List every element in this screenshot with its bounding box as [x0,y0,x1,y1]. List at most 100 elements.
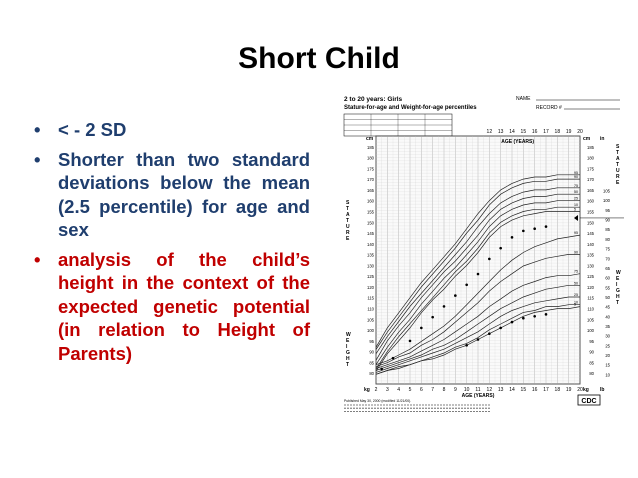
target-height-marker [574,214,578,221]
stature-tick-label-right: 85 [589,360,594,365]
stature-percentile-curve-label: 25 [574,197,578,201]
bottom-age-tick-label: 12 [487,387,493,393]
stature-tick-label: 95 [369,339,374,344]
weight-tick-label: 100 [603,198,611,203]
top-axis-title: AGE (YEARS) [501,139,534,145]
child-stature-point [408,339,412,343]
top-age-tick-label: 13 [498,129,504,135]
stature-vertical-letter-right: S [616,144,620,150]
bottom-age-tick-label: 15 [521,387,527,393]
stature-tick-label: 170 [367,177,375,182]
bottom-age-tick-label: 9 [454,387,457,393]
cm-label-left: cm [366,136,374,142]
weight-percentile-curve-label: 95 [574,231,578,235]
stature-vertical-letter: S [346,200,350,206]
bottom-age-tick-label: 6 [420,387,423,393]
stature-vertical-letter-right: R [616,174,620,180]
in-label-right: in [600,136,604,142]
weight-vertical-letter: E [346,338,350,344]
weight-tick-label: 50 [605,295,610,300]
stature-tick-label-right: 145 [587,231,595,236]
bullet-text: < - 2 SD [58,119,127,140]
child-stature-point [510,236,514,239]
weight-tick-label: 40 [605,314,610,319]
chart-header-line1: 2 to 20 years: Girls [344,96,403,103]
weight-vertical-letter: H [346,356,350,362]
stature-tick-label-right: 120 [587,285,595,290]
stature-tick-label-right: 135 [587,253,595,258]
stature-percentile-curve [375,178,580,350]
cm-label-right: cm [583,136,591,142]
stature-tick-label: 155 [367,209,375,214]
top-age-tick-label: 12 [487,129,493,135]
bullet-text: analysis of the child’s height in the co… [58,248,310,364]
bottom-age-tick-label: 5 [409,387,412,393]
child-weight-point [488,332,491,336]
bottom-age-tick-label: 13 [498,387,504,393]
weight-percentile-curve [375,254,580,367]
bullet-item: • analysis of the child’s height in the c… [34,248,310,366]
weight-tick-label: 105 [603,189,611,194]
stature-tick-label-right: 175 [587,166,595,171]
bottom-age-tick-label: 2 [375,387,378,393]
stature-tick-label-right: 140 [587,242,595,247]
weight-tick-label: 95 [605,208,610,213]
stature-tick-label-right: 160 [587,199,595,204]
weight-percentile-curve [375,234,581,366]
cdc-logo-box [577,394,601,406]
stature-tick-label-right: 150 [587,220,595,225]
child-weight-point [522,316,525,320]
chart-header-line2: Stature-for-age and Weight-for-age perce… [344,105,477,111]
stature-tick-label: 105 [367,317,375,322]
stature-tick-label: 185 [367,145,375,150]
top-age-tick-label: 20 [577,129,583,135]
stature-tick-label: 175 [367,166,375,171]
stature-tick-label-right: 180 [587,156,595,161]
weight-percentile-curve [375,284,580,371]
weight-tick-label: 10 [605,372,610,377]
stature-tick-label: 135 [367,253,375,258]
stature-tick-label-right: 90 [589,350,594,355]
weight-percentile-curve-label: 5 [574,303,576,307]
top-age-tick-label: 15 [521,129,527,135]
bullet-dot-icon: • [34,119,41,140]
weight-vertical-letter-right: H [616,294,620,300]
stature-tick-label-right: 185 [587,145,595,150]
stature-vertical-letter-right: T [616,150,619,156]
bottom-age-tick-label: 19 [566,387,572,393]
weight-percentile-curve-label: 10 [574,301,578,305]
child-stature-point [420,326,423,330]
weight-tick-label: 55 [605,285,610,290]
weight-tick-label: 30 [605,334,610,339]
stature-tick-label-right: 110 [587,307,594,312]
stature-tick-label: 140 [367,242,375,247]
child-stature-point [454,294,457,297]
child-weight-point [499,326,502,330]
stature-tick-label: 145 [367,231,375,236]
stature-vertical-letter-right: T [616,162,619,168]
bullet-list: • < - 2 SD • Shorter than two standard devi… [34,118,310,371]
weight-tick-label: 60 [605,276,610,281]
stature-percentile-curve [375,174,580,348]
record-label: RECORD # [536,105,562,111]
child-stature-point [391,356,395,360]
stature-tick-label: 100 [367,328,375,333]
stature-percentile-curve-label: 5 [574,207,576,211]
weight-vertical-letter-right: I [616,282,618,288]
stature-tick-label-right: 165 [587,188,595,193]
stature-percentile-curve-label: 95 [574,171,578,175]
stature-tick-label: 150 [367,220,375,225]
weight-vertical-letter: G [346,350,350,356]
stature-tick-label: 130 [367,263,375,268]
stature-tick-label: 115 [367,296,374,301]
child-stature-point [380,367,383,371]
stature-percentile-curve [375,200,580,365]
stature-tick-label-right: 155 [587,209,595,214]
weight-percentile-curve [375,273,581,369]
weight-tick-label: 65 [605,266,610,271]
stature-vertical-letter: T [346,218,349,224]
child-weight-point [533,314,536,318]
stature-tick-label-right: 115 [587,296,594,301]
slide-title: Short Child [238,42,400,75]
child-stature-point [431,315,434,319]
